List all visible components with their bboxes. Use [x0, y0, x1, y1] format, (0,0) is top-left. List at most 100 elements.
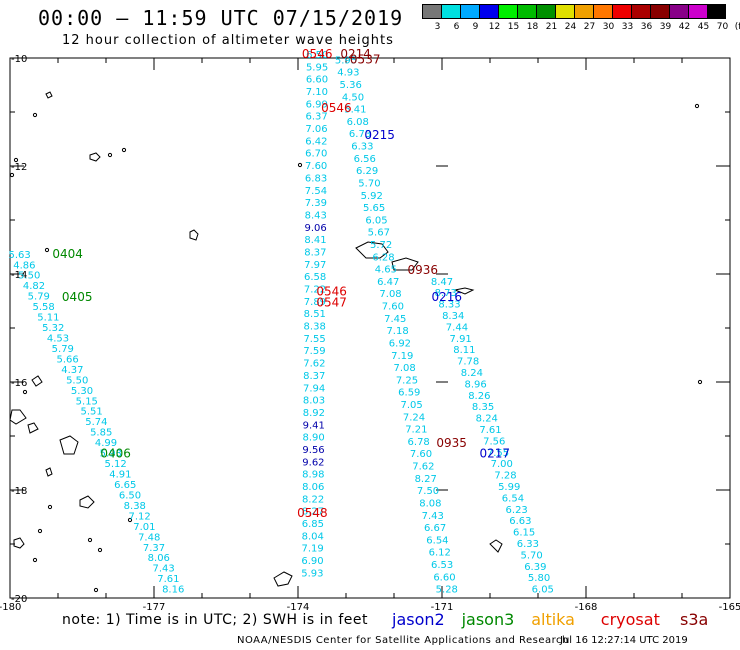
west-track-value: 5.30 [71, 386, 93, 397]
pass-time-label: 0548 [297, 506, 328, 520]
diag-track-a-value: 6.53 [431, 560, 453, 571]
pass-time-label: 0216 [432, 290, 463, 304]
center-track-value: 8.90 [303, 433, 325, 444]
lat-tick-label: -14 [11, 270, 27, 281]
center-track-value: 8.22 [302, 494, 324, 505]
west-track-value: 5.93 [100, 449, 122, 460]
center-track-value: 8.06 [302, 482, 324, 493]
west-track-value: 5.32 [42, 323, 64, 334]
diag-track-b-value: 8.24 [476, 414, 498, 425]
pass-time-label: 0546 [302, 47, 333, 61]
pass-time-label: 0546 [321, 101, 352, 115]
center-track-value: 6.60 [306, 75, 328, 86]
center-track-value: 7.62 [303, 359, 325, 370]
diag-track-a-value: 7.60 [410, 449, 432, 460]
center-track-value: 7.55 [303, 334, 325, 345]
header-title: 00:00 — 11:59 UTC 07/15/2019 [38, 6, 404, 30]
diag-track-b-value: 8.47 [431, 277, 453, 288]
lon-tick-label: -177 [143, 602, 166, 613]
west-track-value: 8.06 [148, 553, 170, 564]
west-track-value: 7.12 [128, 511, 150, 522]
west-track-value: 8.38 [124, 501, 146, 512]
islet-dot [297, 162, 303, 168]
islet [27, 422, 39, 434]
lat-tick-label: -18 [11, 486, 27, 497]
diag-track-a-value: 7.05 [401, 400, 423, 411]
west-track-value: 5.15 [76, 396, 98, 407]
west-track-value: 5.79 [28, 292, 50, 303]
scale-swatch [536, 4, 555, 19]
west-track-value: 5.74 [85, 417, 107, 428]
scale-label: 18 [526, 22, 539, 32]
footer-note: note: 1) Time is in UTC; 2) SWH is in fe… [62, 612, 369, 628]
islet-dot [121, 147, 127, 153]
west-track-value: 6.65 [114, 480, 136, 491]
diag-track-b-value: 8.34 [442, 311, 464, 322]
islet [273, 571, 293, 587]
islet-dot [9, 172, 15, 178]
center-track-value: 8.37 [304, 247, 326, 258]
diag-track-a-value: 5.28 [436, 585, 458, 596]
scale-label: 6 [453, 22, 460, 32]
west-track-value: 5.66 [56, 354, 78, 365]
diag-track-b-value: 7.28 [494, 471, 516, 482]
diag-track-b-value: 7.61 [479, 425, 501, 436]
west-track-value: 7.61 [157, 574, 179, 585]
center-track-value: 5.93 [301, 568, 323, 579]
lat-tick-label: -10 [11, 54, 27, 65]
scale-swatch [669, 4, 688, 19]
diag-track-b-value: 7.00 [491, 459, 513, 470]
diag-track-b-value: 5.80 [528, 573, 550, 584]
diag-track-a-value: 8.27 [415, 474, 437, 485]
scale-label: 12 [488, 22, 501, 32]
legend-cryosat: cryosat [600, 610, 660, 629]
center-track-value: 9.62 [302, 457, 324, 468]
scale-label: 42 [678, 22, 691, 32]
west-track-value: 7.37 [143, 543, 165, 554]
islet [89, 152, 101, 162]
diag-track-a-value: 6.29 [356, 166, 378, 177]
center-track-value: 9.41 [303, 420, 325, 431]
center-track-value: 6.42 [305, 136, 327, 147]
center-track-value: 8.38 [304, 322, 326, 333]
diag-track-b-value: 5.70 [520, 550, 542, 561]
center-track-value: 8.37 [303, 371, 325, 382]
pass-time-label: 0537 [350, 52, 381, 66]
diag-track-a-value: 5.70 [358, 178, 380, 189]
scale-swatch [612, 4, 631, 19]
diag-track-a-value: 5.36 [340, 80, 362, 91]
diag-track-a-value: 5.95 [335, 55, 357, 66]
pass-time-label: 0406 [100, 447, 131, 461]
center-track-value: 8.04 [302, 531, 324, 542]
islet [13, 537, 25, 549]
diag-track-b-value: 8.11 [453, 345, 475, 356]
west-track-value: 8.16 [162, 585, 184, 596]
islet-dot [697, 379, 703, 385]
west-track-value: 5.50 [66, 375, 88, 386]
scale-swatch [650, 4, 669, 19]
diag-track-b-value: 6.39 [524, 562, 546, 573]
diag-track-a-value: 4.93 [337, 68, 359, 79]
scale-label: 30 [602, 22, 615, 32]
center-track-value: 7.94 [303, 383, 325, 394]
islet [31, 375, 43, 387]
center-track-value: 8.43 [305, 210, 327, 221]
diag-track-a-value: 7.19 [391, 351, 413, 362]
diag-track-a-value: 8.08 [419, 498, 441, 509]
center-track-value: 8.92 [303, 408, 325, 419]
pass-time-label: 0215 [364, 128, 395, 142]
diag-track-a-value: 5.92 [361, 191, 383, 202]
diag-track-a-value: 7.60 [382, 302, 404, 313]
diag-track-a-value: 5.67 [368, 228, 390, 239]
legend-s3a: s3a [680, 610, 709, 629]
islet-dot [37, 528, 43, 534]
west-track-value: 5.11 [37, 313, 59, 324]
center-track-value: 6.37 [305, 112, 327, 123]
diag-track-a-value: 6.33 [351, 142, 373, 153]
diag-track-b-value: 7.44 [446, 322, 468, 333]
west-track-value: 7.48 [138, 532, 160, 543]
diag-track-a-value: 7.21 [405, 425, 427, 436]
legend-jason2: jason2 [392, 610, 445, 629]
pass-time-label: 0547 [316, 295, 347, 309]
pass-time-label: 0935 [436, 436, 467, 450]
